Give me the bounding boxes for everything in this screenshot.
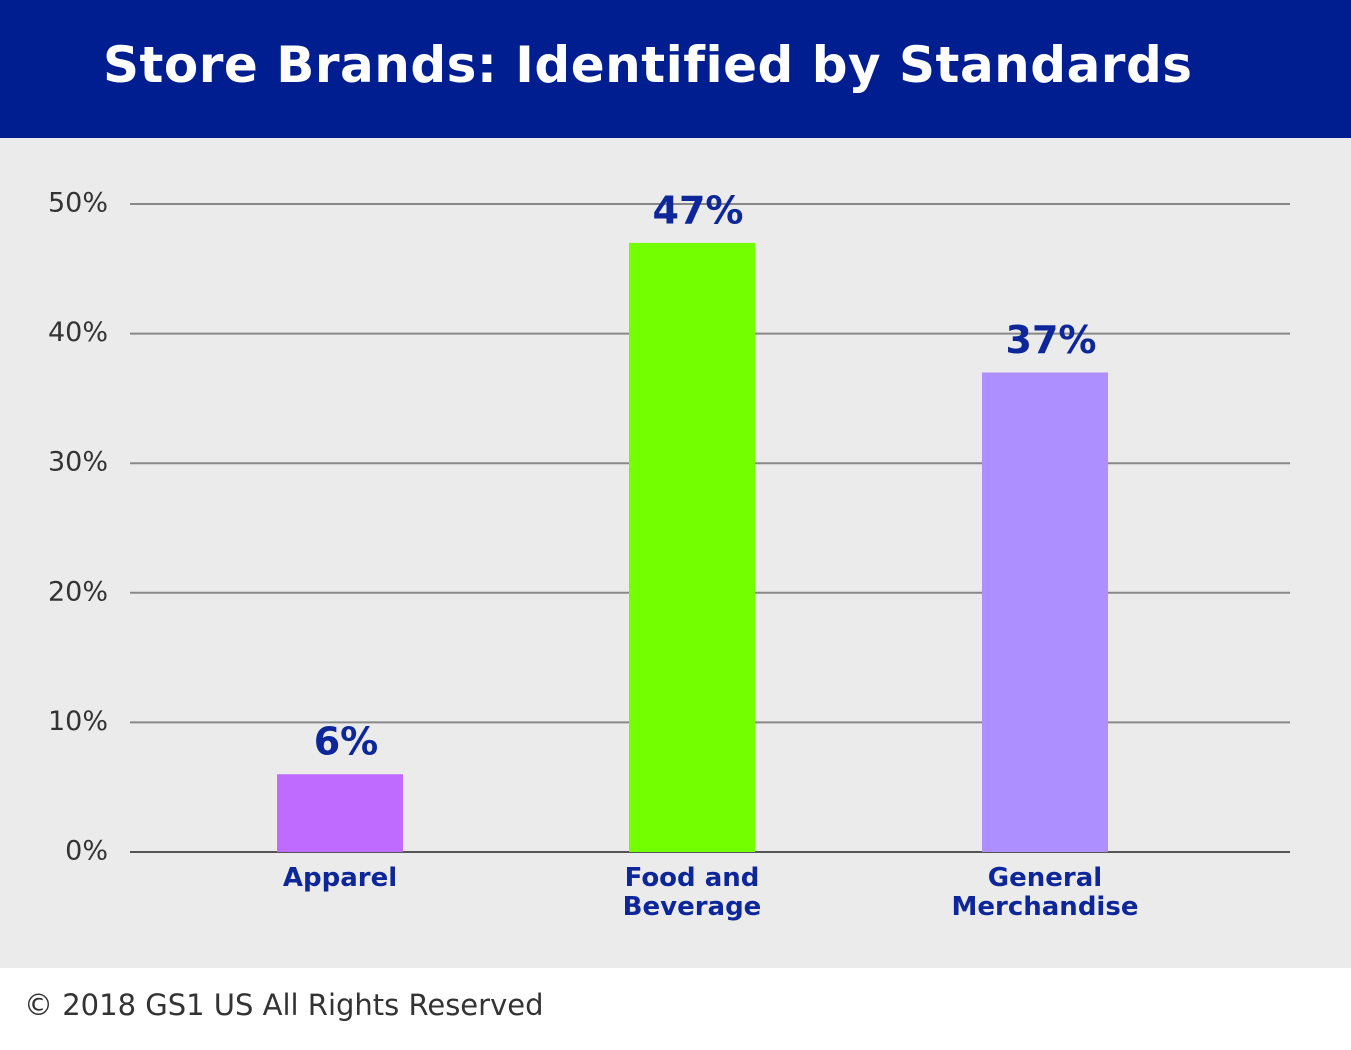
- value-label: 37%: [1006, 318, 1097, 362]
- bar: [982, 372, 1108, 852]
- header: Store Brands: Identified by Standards: [0, 0, 1351, 138]
- y-tick-label: 20%: [48, 576, 108, 607]
- bar: [277, 774, 403, 852]
- value-label: 47%: [653, 188, 744, 232]
- chart-title: Store Brands: Identified by Standards: [103, 36, 1193, 94]
- y-tick-label: 30%: [48, 447, 108, 478]
- y-tick-label: 40%: [48, 317, 108, 348]
- bar: [629, 242, 755, 852]
- x-tick-label: Apparel: [282, 863, 398, 893]
- y-tick-label: 50%: [48, 188, 108, 219]
- value-label: 6%: [314, 720, 379, 764]
- y-tick-label: 10%: [48, 706, 108, 737]
- x-tick-label: General Merchandise: [951, 863, 1139, 922]
- x-tick-label: Food and Beverage: [622, 863, 762, 922]
- copyright: © 2018 GS1 US All Rights Reserved: [24, 988, 544, 1022]
- y-tick-label: 0%: [65, 836, 108, 867]
